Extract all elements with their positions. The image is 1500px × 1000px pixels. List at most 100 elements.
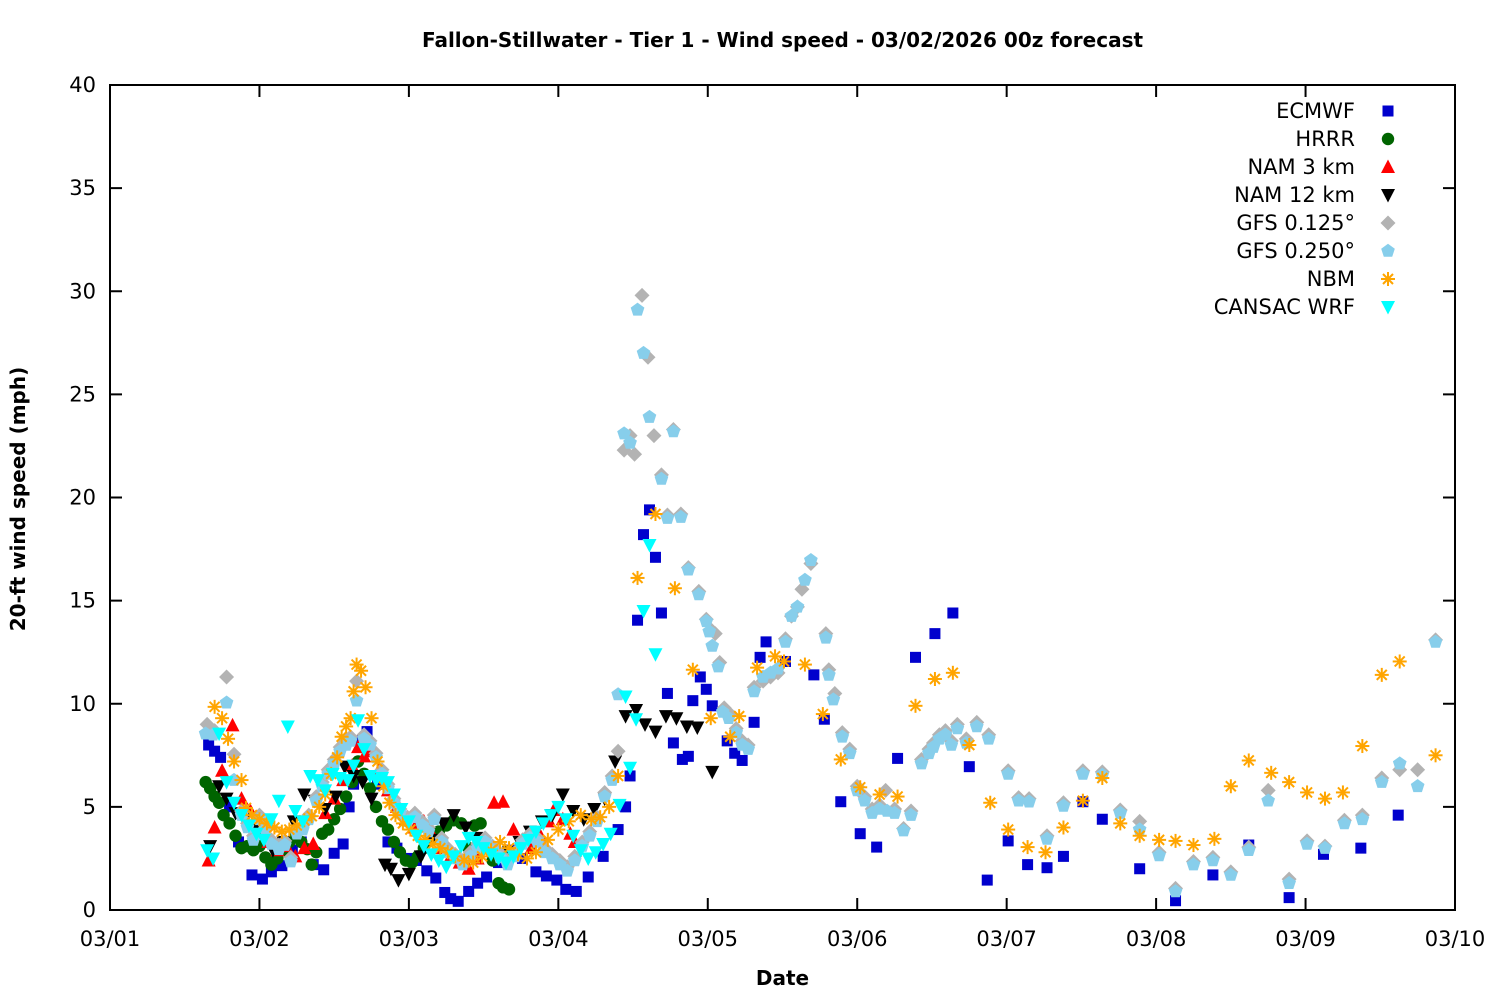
legend-item-gfs-0-250-: GFS 0.250° (1236, 239, 1395, 263)
data-point (1095, 771, 1110, 785)
data-point (1113, 816, 1128, 831)
data-point (346, 759, 361, 774)
data-point (638, 529, 650, 541)
legend-label: ECMWF (1276, 99, 1355, 123)
data-point (1374, 774, 1389, 788)
asterisk-stroke (891, 790, 904, 803)
data-point (1381, 272, 1395, 286)
data-point (394, 802, 409, 817)
asterisk-stroke (350, 658, 363, 671)
asterisk-stroke (963, 739, 976, 751)
data-point (729, 747, 741, 759)
data-point (496, 794, 511, 808)
data-point (207, 820, 222, 834)
x-tick-label: 03/04 (528, 927, 589, 951)
data-point (1355, 812, 1370, 826)
data-point (1132, 828, 1147, 843)
data-point (278, 837, 292, 851)
data-point (667, 581, 682, 596)
data-point (1428, 634, 1443, 648)
data-point (276, 860, 288, 872)
data-point (938, 727, 953, 741)
asterisk-stroke (434, 842, 446, 854)
data-point (582, 871, 594, 883)
data-point (685, 662, 700, 677)
data-point (904, 807, 918, 821)
data-point (642, 409, 657, 423)
asterisk-stroke (612, 770, 624, 782)
data-point (318, 864, 330, 876)
asterisk-stroke (585, 813, 597, 825)
data-point (655, 607, 667, 619)
asterisk-stroke (769, 650, 781, 663)
chart-title: Fallon-Stillwater - Tier 1 - Wind speed … (421, 28, 1144, 52)
data-point (1381, 301, 1395, 315)
legend-item-gfs-0-125-: GFS 0.125° (1236, 211, 1396, 235)
data-point (357, 743, 372, 757)
x-tick-label: 03/01 (80, 927, 141, 951)
data-point (303, 769, 318, 784)
legend-item-cansac-wrf: CANSAC WRF (1214, 295, 1395, 319)
data-point (927, 672, 942, 686)
data-point (1410, 779, 1425, 793)
data-point (804, 553, 818, 566)
asterisk-stroke (1057, 821, 1070, 834)
data-point (1282, 775, 1297, 790)
asterisk-stroke (669, 582, 681, 594)
data-point (1040, 831, 1054, 845)
data-point (1381, 243, 1395, 257)
data-point (256, 873, 268, 885)
data-point (778, 634, 793, 648)
asterisk-stroke (705, 712, 717, 724)
data-point (1002, 835, 1014, 847)
data-point (887, 805, 902, 819)
data-point (950, 721, 965, 735)
legend-item-hrrr: HRRR (1295, 127, 1395, 151)
data-point (638, 718, 653, 732)
data-point (530, 834, 545, 848)
data-point (391, 874, 406, 888)
data-point (588, 846, 603, 860)
data-point (854, 828, 866, 840)
asterisk-stroke (835, 753, 847, 766)
y-tick-label: 15 (69, 589, 96, 613)
data-point (914, 756, 929, 770)
data-point (424, 848, 439, 862)
data-point (648, 648, 663, 662)
data-point (1022, 859, 1034, 871)
asterisk-stroke (1133, 830, 1146, 842)
asterisk-stroke (1187, 839, 1200, 851)
data-point (284, 854, 298, 868)
legend-item-nbm: NBM (1307, 267, 1395, 291)
asterisk-stroke (724, 731, 736, 743)
data-point (612, 798, 627, 813)
data-point (351, 714, 366, 728)
data-point (1264, 765, 1279, 780)
data-point (1381, 189, 1395, 203)
data-point (630, 570, 645, 585)
data-point (596, 838, 611, 852)
data-point (223, 817, 236, 830)
data-point (1428, 748, 1443, 763)
data-point (381, 823, 395, 836)
data-point (1206, 853, 1220, 867)
data-point (669, 712, 684, 726)
data-point (703, 711, 718, 726)
data-point (560, 863, 575, 877)
data-point (694, 671, 706, 683)
data-point (499, 856, 514, 871)
asterisk-stroke (1002, 823, 1014, 836)
data-point (536, 817, 551, 831)
data-point (358, 680, 373, 695)
data-point (736, 754, 748, 766)
asterisk-stroke (1225, 780, 1237, 792)
data-point (318, 784, 333, 798)
legend-label: NAM 3 km (1247, 155, 1355, 179)
data-point (369, 800, 383, 814)
asterisk-stroke (365, 712, 378, 724)
data-point (570, 885, 582, 897)
data-point (732, 709, 747, 724)
data-point (491, 852, 506, 866)
data-point (1355, 842, 1367, 854)
data-point (871, 841, 883, 853)
